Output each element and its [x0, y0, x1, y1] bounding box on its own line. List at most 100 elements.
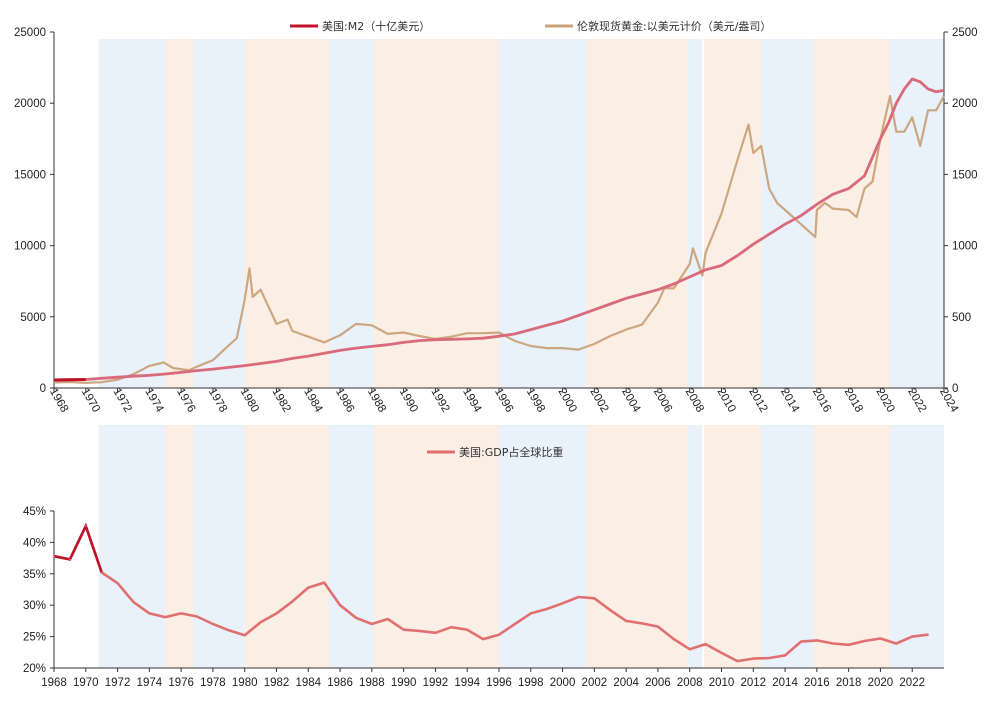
gdp-share-point	[784, 654, 786, 657]
gdp-share-point	[609, 609, 612, 612]
gdp-share-point	[704, 643, 707, 645]
shaded-period-bottom-1	[165, 425, 194, 668]
gdp-share-point	[593, 597, 596, 600]
bottom-x-tick-label: 1972	[105, 677, 131, 689]
gdp-share-point	[847, 643, 850, 646]
gdp-share-point	[259, 621, 262, 624]
shaded-period-top-2	[193, 39, 245, 388]
bottom-x-tick-label: 1996	[486, 677, 512, 689]
shaded-period-top-3	[244, 39, 329, 388]
shaded-period-bottom-11	[813, 425, 890, 668]
bottom-x-tick-label: 2016	[804, 677, 830, 689]
gdp-share-point	[132, 601, 135, 603]
gdp-share-point	[863, 640, 866, 642]
shaded-period-top-8	[688, 39, 703, 388]
gdp-share-point	[927, 633, 929, 636]
top-x-tick-label: 2000	[556, 386, 579, 414]
shaded-period-bottom-10	[761, 425, 814, 668]
gdp-share-point	[100, 571, 103, 574]
bottom-x-tick-label: 1976	[168, 677, 194, 689]
bottom-y-tick-label: 30%	[23, 600, 46, 612]
top-right-tick-label: 0	[952, 383, 958, 395]
bottom-x-tick-label: 1982	[264, 677, 290, 689]
top-x-tick-label: 1970	[79, 386, 102, 414]
bottom-x-tick-label: 1974	[137, 677, 163, 689]
shaded-period-top-6	[499, 39, 587, 388]
top-right-tick-label: 2000	[952, 98, 978, 110]
bottom-x-tick-label: 1986	[327, 677, 353, 689]
gdp-share-line	[53, 524, 929, 663]
bottom-y-tick-label: 35%	[23, 569, 46, 581]
bottom-x-tick-label: 1990	[391, 677, 417, 689]
gdp-share-point	[895, 642, 898, 645]
top-x-tick-label: 1972	[111, 386, 134, 414]
gdp-share-line-start-segment	[53, 522, 103, 573]
gdp-share-point	[752, 657, 755, 660]
top-x-tick-label: 1988	[365, 386, 388, 414]
top-x-tick-label: 2022	[905, 386, 928, 414]
shaded-period-bottom-12	[889, 425, 944, 668]
top-x-tick-label: 2004	[619, 386, 642, 415]
bottom-x-tick-label: 1988	[359, 677, 385, 689]
bottom-x-tick-label: 1992	[423, 677, 449, 689]
bottom-x-tick-label: 1980	[232, 677, 258, 689]
top-left-tick-label: 0	[40, 383, 46, 395]
top-x-tick-label: 1978	[206, 386, 229, 414]
gdp-share-point	[688, 648, 691, 651]
gdp-share-point	[323, 581, 326, 584]
gdp-share-point	[180, 612, 183, 615]
top-x-tick-label: 1990	[397, 386, 420, 414]
gdp-share-point	[164, 616, 167, 618]
bottom-x-tick-label: 2014	[772, 677, 798, 689]
shaded-period-top-1	[165, 39, 194, 388]
top-x-tick-label: 1976	[174, 386, 197, 414]
legend-label-m2: 美国:M2（十亿美元）	[322, 19, 430, 33]
bottom-chart-series	[53, 522, 929, 663]
gdp-share-point	[53, 555, 55, 558]
gdp-share-point	[434, 631, 437, 634]
gdp-share-point	[291, 600, 294, 603]
top-x-tick-label: 1994	[460, 386, 483, 415]
top-x-tick-label: 1992	[428, 386, 451, 414]
gdp-share-point	[657, 625, 659, 628]
top-x-tick-label: 1980	[238, 386, 261, 414]
bottom-x-tick-label: 1984	[295, 677, 321, 689]
bottom-x-tick-label: 2004	[613, 677, 639, 689]
top-x-tick-label: 2016	[810, 386, 833, 414]
bottom-x-tick-label: 2002	[582, 677, 608, 689]
top-x-tick-label: 1986	[333, 386, 356, 414]
gdp-share-point	[212, 623, 214, 625]
top-chart-series	[53, 77, 945, 384]
gdp-share-point	[227, 629, 230, 632]
top-x-tick-label: 2020	[873, 386, 896, 414]
gdp-share-point	[307, 586, 310, 589]
bottom-chart-legend: 美国:GDP占全球比重	[427, 445, 563, 459]
gdp-share-point	[371, 623, 373, 625]
gdp-share-point	[720, 652, 723, 654]
gdp-share-point	[148, 612, 151, 615]
shaded-period-bottom-4	[328, 425, 374, 668]
shaded-period-top-0	[98, 39, 166, 388]
top-x-tick-label: 2014	[778, 386, 801, 415]
top-x-tick-label: 2006	[651, 386, 674, 414]
m2-line-start-segment	[53, 378, 86, 382]
bottom-x-tick-label: 2012	[740, 677, 766, 689]
top-x-tick-label: 1984	[301, 386, 324, 415]
legend-label-gdp-share: 美国:GDP占全球比重	[459, 445, 563, 459]
gdp-share-point	[450, 626, 453, 629]
gdp-share-point	[672, 638, 675, 640]
m2-line	[53, 77, 945, 382]
gdp-share-point	[196, 615, 198, 618]
bottom-x-tick-label: 2006	[645, 677, 671, 689]
top-x-tick-label: 2018	[842, 386, 865, 414]
top-left-tick-label: 25000	[14, 27, 46, 39]
bottom-y-tick-label: 40%	[23, 537, 46, 549]
shaded-period-bottom-6	[499, 425, 587, 668]
top-x-tick-label: 1982	[270, 386, 293, 414]
shaded-period-top-7	[586, 39, 689, 388]
shaded-period-bottom-9	[704, 425, 762, 668]
gdp-share-point	[498, 633, 500, 636]
shaded-period-top-9	[704, 39, 762, 388]
gdp-share-point	[577, 596, 580, 598]
